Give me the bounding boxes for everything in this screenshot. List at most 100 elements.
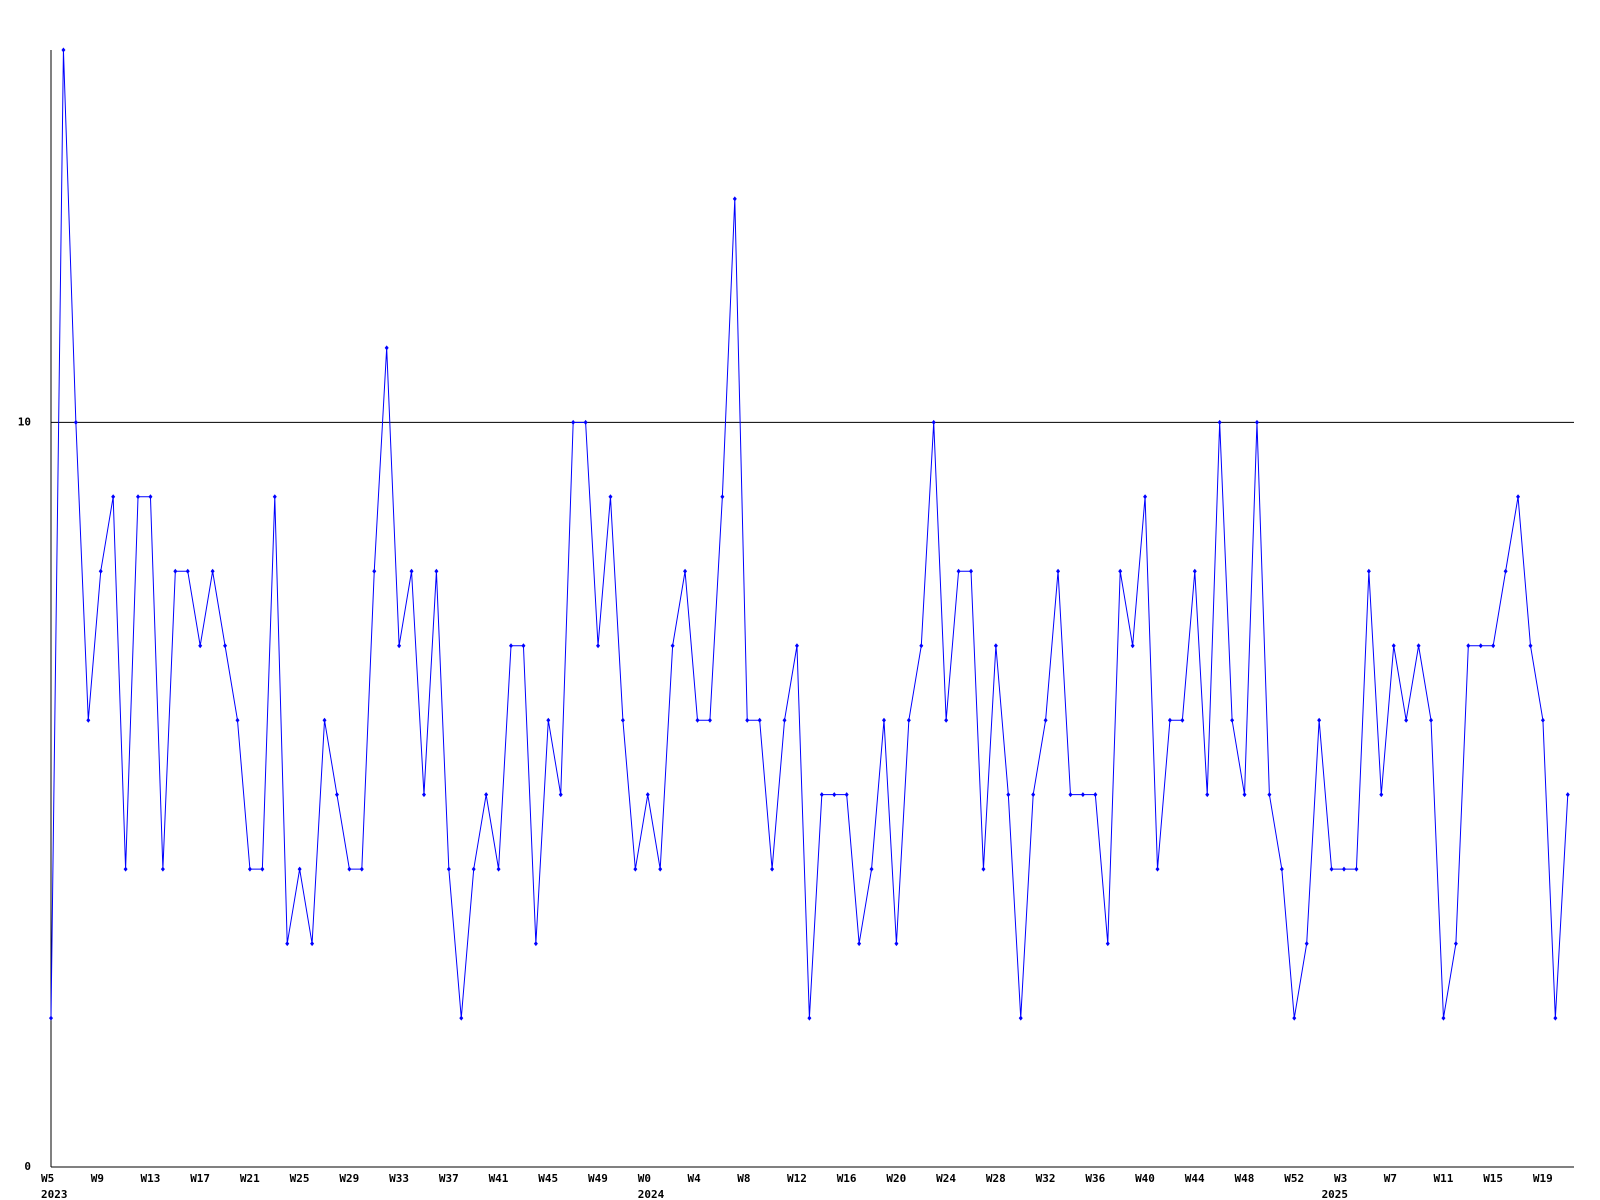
data-point xyxy=(571,419,576,425)
data-point xyxy=(546,717,551,723)
data-point xyxy=(1565,792,1570,798)
x-tick-label: W0 xyxy=(638,1172,651,1185)
data-point xyxy=(670,643,675,649)
data-point xyxy=(160,866,165,872)
data-point xyxy=(86,717,91,723)
x-tick-label: W11 xyxy=(1433,1172,1453,1185)
data-point xyxy=(1068,792,1073,798)
data-point xyxy=(1317,717,1322,723)
x-tick-label: W12 xyxy=(787,1172,807,1185)
data-point xyxy=(1056,568,1061,574)
data-point xyxy=(111,494,116,500)
data-point xyxy=(620,717,625,723)
data-point xyxy=(334,792,339,798)
data-point xyxy=(521,643,526,649)
data-point xyxy=(322,717,327,723)
x-tick-label: W19 xyxy=(1533,1172,1553,1185)
x-tick-label: W21 xyxy=(240,1172,260,1185)
year-label: 2023 xyxy=(41,1188,68,1200)
data-point xyxy=(969,568,974,574)
data-point xyxy=(409,568,414,574)
data-point xyxy=(1155,866,1160,872)
data-point xyxy=(1093,792,1098,798)
data-point xyxy=(260,866,265,872)
data-point xyxy=(310,941,315,947)
data-point xyxy=(148,494,153,500)
data-point xyxy=(1230,717,1235,723)
data-point xyxy=(1006,792,1011,798)
data-point xyxy=(1217,419,1222,425)
data-point xyxy=(869,866,874,872)
x-tick-label: W44 xyxy=(1185,1172,1205,1185)
data-point xyxy=(770,866,775,872)
x-tick-label: W36 xyxy=(1085,1172,1105,1185)
data-point xyxy=(558,792,563,798)
data-point xyxy=(210,568,215,574)
data-point xyxy=(1267,792,1272,798)
data-point xyxy=(1143,494,1148,500)
data-point xyxy=(583,419,588,425)
data-point xyxy=(1503,568,1508,574)
x-tick-label: W9 xyxy=(91,1172,104,1185)
data-point xyxy=(608,494,613,500)
data-point xyxy=(235,717,240,723)
data-point xyxy=(981,866,986,872)
data-point xyxy=(720,494,725,500)
data-line xyxy=(50,49,1569,1019)
data-point xyxy=(1105,941,1110,947)
x-tick-label: W15 xyxy=(1483,1172,1503,1185)
x-tick-label: W8 xyxy=(737,1172,750,1185)
data-point xyxy=(1205,792,1210,798)
data-point xyxy=(732,196,737,202)
data-point xyxy=(347,866,352,872)
data-point xyxy=(906,717,911,723)
data-point xyxy=(484,792,489,798)
data-point xyxy=(832,792,837,798)
x-tick-label: W5 xyxy=(41,1172,54,1185)
data-point xyxy=(956,568,961,574)
data-point xyxy=(1329,866,1334,872)
year-label: 2025 xyxy=(1322,1188,1349,1200)
x-tick-label: W48 xyxy=(1235,1172,1255,1185)
data-point xyxy=(509,643,514,649)
data-point xyxy=(1031,792,1036,798)
data-point xyxy=(98,568,103,574)
data-point xyxy=(421,792,426,798)
data-point xyxy=(1453,941,1458,947)
data-point xyxy=(807,1015,812,1021)
data-point xyxy=(707,717,712,723)
data-point xyxy=(272,494,277,500)
x-tick-label: W40 xyxy=(1135,1172,1155,1185)
data-point xyxy=(372,568,377,574)
data-point xyxy=(1416,643,1421,649)
data-point xyxy=(1441,1015,1446,1021)
data-point xyxy=(1254,419,1259,425)
data-point xyxy=(384,345,389,351)
data-point xyxy=(471,866,476,872)
data-point xyxy=(894,941,899,947)
data-point xyxy=(1429,717,1434,723)
data-point xyxy=(1491,643,1496,649)
data-point xyxy=(1130,643,1135,649)
data-point xyxy=(73,419,78,425)
data-point xyxy=(1478,643,1483,649)
data-point xyxy=(931,419,936,425)
data-point xyxy=(658,866,663,872)
x-tick-label: W29 xyxy=(339,1172,359,1185)
data-point xyxy=(1279,866,1284,872)
x-tick-label: W37 xyxy=(439,1172,459,1185)
data-point xyxy=(745,717,750,723)
data-point xyxy=(919,643,924,649)
data-point xyxy=(881,717,886,723)
data-point xyxy=(173,568,178,574)
data-point xyxy=(434,568,439,574)
data-point xyxy=(1304,941,1309,947)
data-point xyxy=(819,792,824,798)
x-tick-label: W16 xyxy=(837,1172,857,1185)
data-point xyxy=(1167,717,1172,723)
data-point xyxy=(645,792,650,798)
data-point xyxy=(359,866,364,872)
data-point xyxy=(123,866,128,872)
x-tick-label: W33 xyxy=(389,1172,409,1185)
data-point xyxy=(944,717,949,723)
